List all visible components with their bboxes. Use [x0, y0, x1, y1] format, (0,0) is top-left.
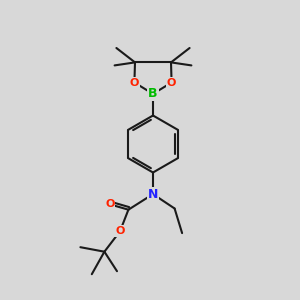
Text: O: O [115, 226, 125, 236]
Text: B: B [148, 87, 158, 101]
Text: N: N [148, 188, 158, 201]
Text: O: O [167, 77, 176, 88]
Text: O: O [105, 199, 115, 209]
Text: O: O [130, 77, 139, 88]
